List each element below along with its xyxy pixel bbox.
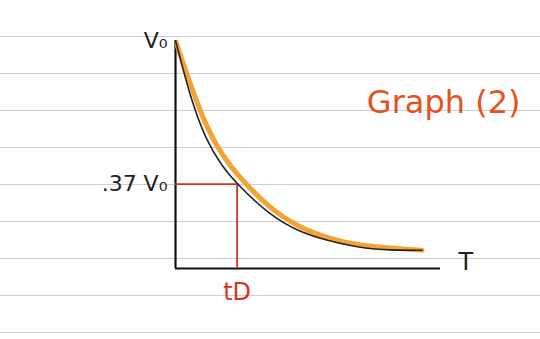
svg-text:.37 V₀: .37 V₀ [102,171,168,196]
svg-text:tD: tD [223,278,251,306]
svg-text:T: T [458,248,474,276]
svg-text:Graph (2): Graph (2) [367,83,521,121]
svg-text:V₀: V₀ [144,28,168,53]
